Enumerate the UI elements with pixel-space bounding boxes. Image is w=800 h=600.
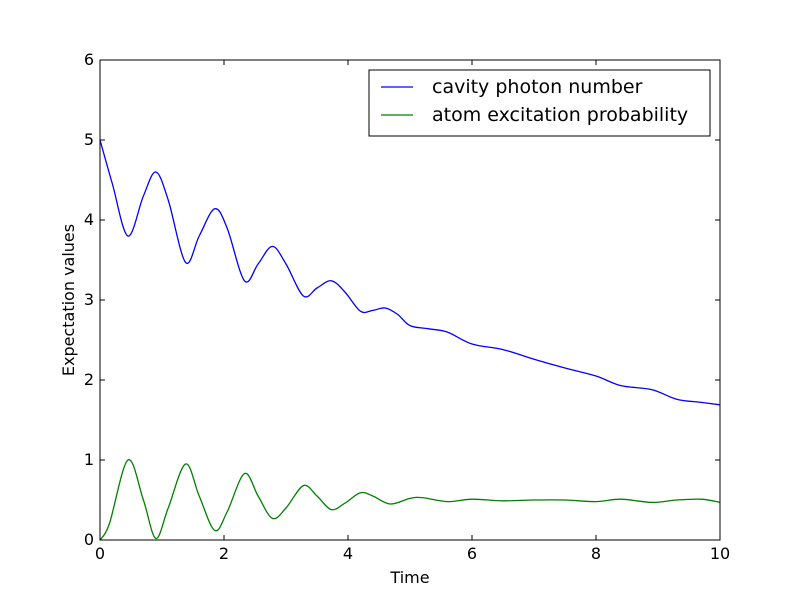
y-tick-label: 5 — [84, 130, 94, 149]
ticks-layer: 0 2 4 6 8 10 0 1 2 3 4 5 6 — [84, 50, 730, 563]
series-line-cavity-photon-number — [100, 139, 720, 406]
y-tick-label: 0 — [84, 530, 94, 549]
y-tick-label: 2 — [84, 370, 94, 389]
series-line-atom-excitation-probability — [100, 459, 720, 540]
y-axis-label: Expectation values — [59, 224, 78, 376]
legend-label-cavity-photon-number: cavity photon number — [432, 76, 643, 98]
x-tick-label: 6 — [467, 544, 477, 563]
series-layer — [100, 139, 720, 540]
y-tick-label: 1 — [84, 450, 94, 469]
y-tick-label: 4 — [84, 210, 94, 229]
x-tick-label: 10 — [710, 544, 730, 563]
y-tick-label: 3 — [84, 290, 94, 309]
x-tick-label: 8 — [591, 544, 601, 563]
x-tick-label: 2 — [219, 544, 229, 563]
x-axis-label: Time — [389, 568, 429, 587]
x-tick-label: 4 — [343, 544, 353, 563]
plot-area — [100, 60, 720, 540]
y-tick-label: 6 — [84, 50, 94, 69]
legend: cavity photon number atom excitation pro… — [368, 69, 711, 137]
legend-box — [368, 69, 711, 137]
x-tick-label: 0 — [95, 544, 105, 563]
legend-label-atom-excitation-probability: atom excitation probability — [432, 104, 688, 126]
